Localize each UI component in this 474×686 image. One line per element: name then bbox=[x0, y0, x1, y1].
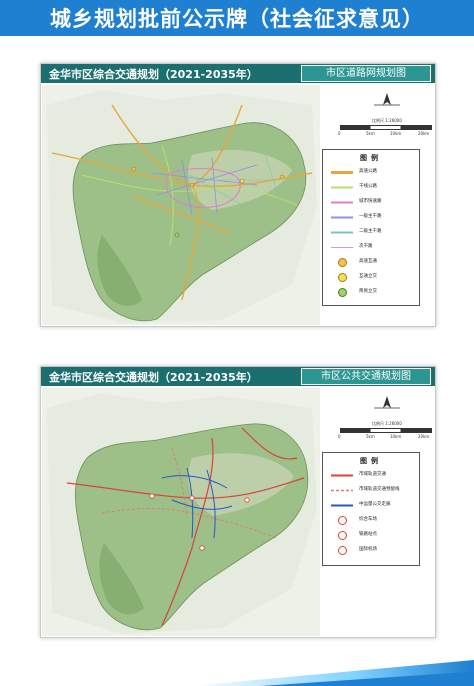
legend-item: 综合车场 bbox=[323, 513, 419, 528]
legend-label: 中运量公交走廊 bbox=[359, 502, 391, 507]
banner: 城乡规划批前公示牌（社会征求意见） bbox=[0, 0, 474, 36]
legend-label: 高速公路 bbox=[359, 169, 377, 174]
legend-line-swatch bbox=[331, 186, 353, 189]
legend-item: 简易立交 bbox=[323, 285, 419, 300]
legend-label: 二级主干路 bbox=[359, 229, 382, 234]
panel-subtitle: 市区公共交通规划图 bbox=[301, 368, 431, 385]
legend-label: 互通立交 bbox=[359, 274, 377, 279]
legend-item: 二级主干路 bbox=[323, 225, 419, 240]
scale-tick: 5km bbox=[366, 434, 375, 439]
scale-tick: 5km bbox=[366, 131, 375, 136]
panel-title: 金华市区综合交通规划（2021-2035年） bbox=[49, 68, 258, 81]
depot-icon bbox=[338, 516, 347, 525]
legend-line-swatch bbox=[331, 489, 353, 492]
legend-label: 铁路站点 bbox=[359, 532, 377, 537]
legend-item: 铁路站点 bbox=[323, 528, 419, 543]
interchange-icon bbox=[338, 258, 347, 267]
legend-item: 高速公路 bbox=[323, 165, 419, 180]
scale-bar bbox=[340, 125, 432, 130]
map-sidebar: 比例尺 1:26000 0 5km 10km 20km 图例 高速公路 干线公路… bbox=[322, 85, 434, 325]
legend-label: 一级主干路 bbox=[359, 214, 382, 219]
legend-label: 国际机场 bbox=[359, 547, 377, 552]
scale-text: 比例尺 1:26000 bbox=[372, 421, 402, 426]
public-transit-map-image bbox=[42, 388, 320, 636]
legend-line-swatch bbox=[331, 171, 353, 174]
legend-line-swatch bbox=[331, 504, 353, 507]
banner-title: 城乡规划批前公示牌（社会征求意见） bbox=[50, 6, 424, 31]
legend-title: 图例 bbox=[360, 457, 382, 465]
legend-label: 次干路 bbox=[359, 244, 373, 249]
legend-label: 综合车场 bbox=[359, 517, 377, 522]
airport-icon bbox=[338, 546, 347, 555]
public-transit-map bbox=[42, 388, 320, 636]
panel-header: 金华市区综合交通规划（2021-2035年） 市区公共交通规划图 bbox=[41, 367, 435, 386]
road-network-map bbox=[42, 85, 320, 325]
legend-item: 干线公路 bbox=[323, 180, 419, 195]
legend-item: 国际机场 bbox=[323, 543, 419, 558]
panel-title: 金华市区综合交通规划（2021-2035年） bbox=[49, 371, 258, 384]
legend-line-swatch bbox=[331, 231, 353, 234]
scale-tick: 0 bbox=[338, 131, 341, 136]
legend-label: 干线公路 bbox=[359, 184, 377, 189]
scale-tick: 10km bbox=[390, 131, 402, 136]
map-legend: 图例 市域轨道交通 市域轨道交通预留线 中运量公交走廊 综合车场 铁路站点 bbox=[322, 452, 420, 566]
legend-label: 城市快速路 bbox=[359, 199, 382, 204]
scale-text: 比例尺 1:26000 bbox=[372, 118, 402, 123]
north-arrow-icon bbox=[374, 396, 400, 409]
panel-header: 金华市区综合交通规划（2021-2035年） 市区道路网规划图 bbox=[41, 64, 435, 83]
legend-label: 市域轨道交通 bbox=[359, 472, 386, 477]
legend-item: 市域轨道交通预留线 bbox=[323, 483, 419, 498]
legend-line-swatch bbox=[331, 247, 353, 248]
legend-title: 图例 bbox=[360, 154, 382, 162]
scale-tick: 20km bbox=[418, 131, 430, 136]
legend-label: 高速互通 bbox=[359, 259, 377, 264]
railway-station-icon bbox=[338, 531, 347, 540]
interchange-icon bbox=[338, 288, 347, 297]
map-sidebar: 比例尺 1:26000 0 5km 10km 20km 图例 市域轨道交通 市域… bbox=[322, 388, 434, 636]
legend-line-swatch bbox=[331, 474, 353, 477]
legend-item: 中运量公交走廊 bbox=[323, 498, 419, 513]
map-legend: 图例 高速公路 干线公路 城市快速路 一级主干路 二级主干路 bbox=[322, 149, 420, 306]
north-arrow-icon bbox=[374, 93, 400, 106]
scale-tick: 0 bbox=[338, 434, 341, 439]
panel-subtitle: 市区道路网规划图 bbox=[301, 65, 431, 82]
interchange-icon bbox=[338, 273, 347, 282]
legend-item: 一级主干路 bbox=[323, 210, 419, 225]
scale-bar bbox=[340, 428, 432, 433]
legend-item: 市域轨道交通 bbox=[323, 468, 419, 483]
scale-tick: 20km bbox=[418, 434, 430, 439]
legend-line-swatch bbox=[331, 201, 353, 204]
legend-item: 城市快速路 bbox=[323, 195, 419, 210]
legend-item: 高速互通 bbox=[323, 255, 419, 270]
road-network-map-image bbox=[42, 85, 320, 325]
legend-item: 次干路 bbox=[323, 240, 419, 255]
map-panel-road-network: 金华市区综合交通规划（2021-2035年） 市区道路网规划图 bbox=[40, 63, 436, 327]
legend-line-swatch bbox=[331, 216, 353, 219]
scale-tick: 10km bbox=[390, 434, 402, 439]
map-panel-public-transit: 金华市区综合交通规划（2021-2035年） 市区公共交通规划图 bbox=[40, 366, 436, 638]
legend-label: 市域轨道交通预留线 bbox=[359, 487, 400, 492]
legend-item: 互通立交 bbox=[323, 270, 419, 285]
legend-label: 简易立交 bbox=[359, 289, 377, 294]
